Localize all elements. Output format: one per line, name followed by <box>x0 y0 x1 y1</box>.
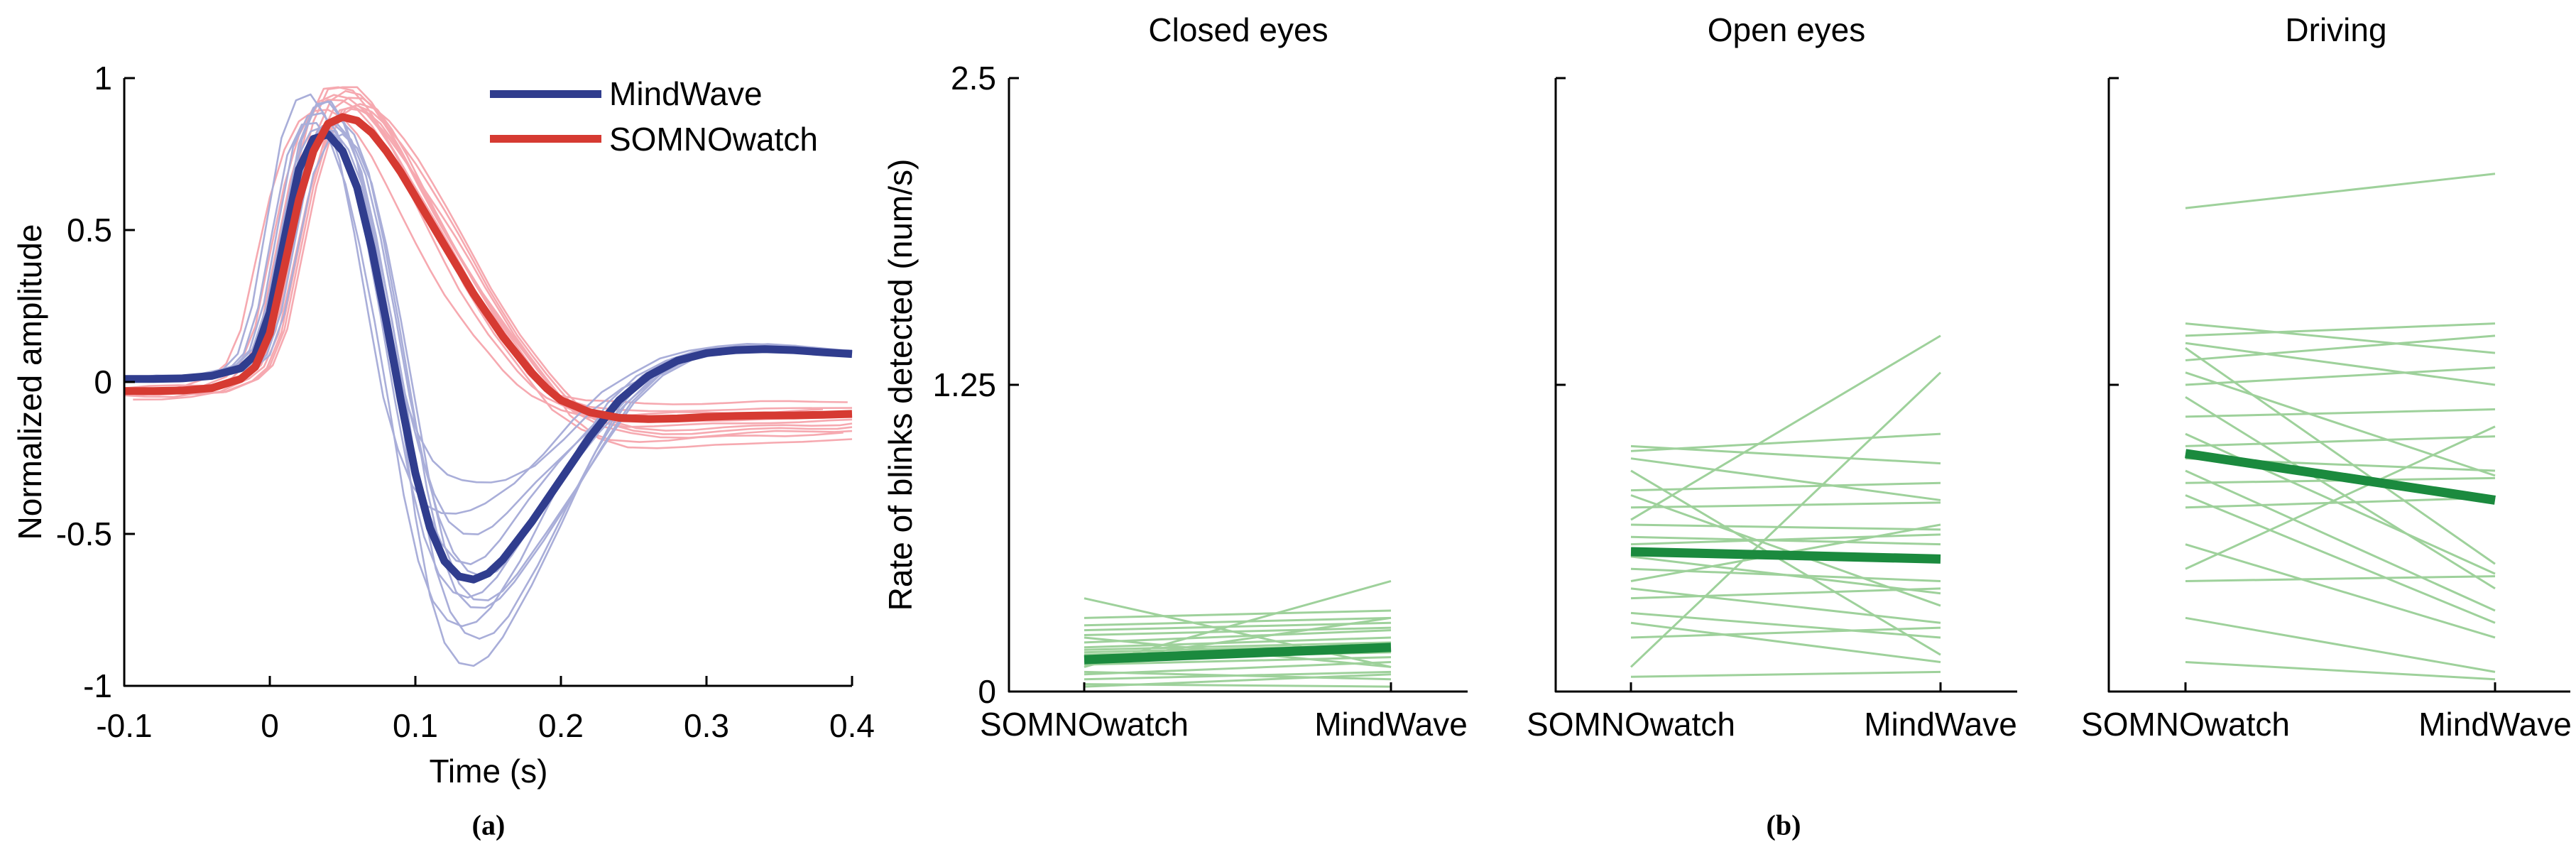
subject-pair-line <box>2185 322 2496 354</box>
subject-pair-line <box>1084 626 1392 637</box>
subject-pair-line <box>2185 346 2496 565</box>
mindwave-trace-line <box>124 93 835 515</box>
mindwave-trace-line <box>124 111 846 599</box>
panel-a-y-tick-label: 0 <box>94 364 112 400</box>
legend-label-somnowatch: SOMNOwatch <box>609 121 818 158</box>
subject-pair-line <box>2185 496 2496 509</box>
subject-pair-line <box>2185 173 2496 209</box>
subject-pair-line <box>1630 533 1941 546</box>
subject-pair-line <box>1630 670 1941 678</box>
subject-pair-line <box>1630 371 1942 668</box>
somnowatch-trace-line <box>133 108 853 449</box>
mean-pair-line <box>1630 547 1941 564</box>
subject-pair-line <box>2185 494 2496 624</box>
subject-pair-line <box>2185 661 2496 681</box>
subplot-title-open-eyes: Open eyes <box>1707 11 1866 48</box>
panel-b-x-tick-label: SOMNOwatch <box>980 706 1189 743</box>
subject-pair-line <box>1630 501 1941 509</box>
subject-pair-line <box>2185 543 2496 639</box>
mean-pair-line <box>2185 449 2496 505</box>
panel-b-x-tick-label: MindWave <box>1864 706 2017 743</box>
subject-pair-line <box>1630 587 1941 600</box>
subject-pair-line <box>1630 587 1941 624</box>
subject-pair-line <box>1630 626 1941 639</box>
subject-pair-line <box>2185 469 2496 612</box>
subject-pair-line <box>1084 621 1392 632</box>
mindwave-mean-line <box>124 130 853 584</box>
subject-pair-line <box>2185 334 2496 361</box>
subject-pair-line <box>1084 661 1392 676</box>
subject-pair-line <box>1630 523 1941 531</box>
panel-a-x-tick-label: -0.1 <box>96 707 153 744</box>
panel-b-y-tick-label: 2.5 <box>951 60 996 97</box>
subject-pair-line <box>2185 575 2496 582</box>
subject-pair-line <box>1084 609 1392 619</box>
subject-pair-line <box>1630 567 1941 582</box>
subject-pair-line <box>2185 425 2496 570</box>
subject-pair-line <box>1630 457 1941 501</box>
mindwave-trace-line <box>130 129 853 640</box>
panel-a-x-tick-label: 0.4 <box>829 707 875 744</box>
subject-pair-line <box>1084 629 1392 644</box>
subject-pair-line <box>2185 342 2496 386</box>
somnowatch-mean-line <box>124 113 853 423</box>
subject-pair-line <box>1630 481 1941 492</box>
panel-a-caption: (a) <box>471 809 506 841</box>
subject-pair-line <box>1630 432 1941 452</box>
subject-pair-line <box>1084 616 1392 627</box>
somnowatch-trace-line <box>123 109 824 419</box>
subject-pair-line <box>2185 435 2496 447</box>
subject-pair-line <box>1084 656 1392 666</box>
panel-a-y-tick-label: -0.5 <box>55 515 112 552</box>
subject-pair-line <box>2185 408 2496 418</box>
subject-pair-line <box>2185 366 2496 386</box>
panel-b-x-tick-label: MindWave <box>1314 706 1468 743</box>
panel-a-x-tick-label: 0.1 <box>393 707 438 744</box>
panel-a-y-tick-label: 1 <box>94 60 112 97</box>
panel-a-y-tick-label: 0.5 <box>67 212 112 248</box>
panel-b-axis <box>2107 78 2570 693</box>
subject-pair-line <box>1630 535 1941 546</box>
panel-a-x-tick-label: 0 <box>261 707 279 744</box>
panel-b-x-tick-label: SOMNOwatch <box>1527 706 1735 743</box>
subject-pair-line <box>1084 636 1392 649</box>
subject-pair-line <box>2185 616 2496 673</box>
subject-pair-line <box>1084 580 1392 668</box>
panel-b-axis <box>1008 78 1468 693</box>
subject-pair-line <box>2185 396 2496 590</box>
subject-pair-line <box>1084 670 1392 681</box>
panel-b-y-tick-label: 0 <box>978 673 996 710</box>
subject-pair-line <box>1084 641 1392 651</box>
panel-a-y-axis-label: Normalized amplitude <box>11 224 48 540</box>
subject-pair-line <box>1630 334 1941 521</box>
panel-b-x-tick-label: SOMNOwatch <box>2081 706 2290 743</box>
somnowatch-trace-line <box>141 103 853 432</box>
subject-pair-line <box>2185 322 2496 337</box>
panel-b-axis <box>1554 78 2017 693</box>
subject-pair-line <box>1084 673 1392 688</box>
panel-a-y-tick-label: -1 <box>83 667 112 704</box>
somnowatch-trace-line <box>138 104 853 435</box>
subject-pair-line <box>1630 469 1941 656</box>
panel-a-x-axis-label: Time (s) <box>429 753 548 790</box>
mean-pair-line <box>1084 643 1392 665</box>
legend-swatch-mindwave <box>490 90 601 98</box>
subplot-title-closed-eyes: Closed eyes <box>1148 11 1328 48</box>
subject-pair-line <box>1630 621 1941 664</box>
panel-b-y-tick-label: 1.25 <box>932 366 996 403</box>
subject-pair-line <box>1084 597 1392 668</box>
subject-pair-line <box>2185 371 2496 477</box>
subplot-title-driving: Driving <box>2285 11 2387 48</box>
panel-b-caption: (b) <box>1766 809 1801 841</box>
panel-a-x-tick-label: 0.3 <box>684 707 729 744</box>
panel-b-x-tick-label: MindWave <box>2418 706 2572 743</box>
legend-label-mindwave: MindWave <box>609 75 763 112</box>
legend-swatch-somnowatch <box>490 135 601 143</box>
panel-b-y-axis-label: Rate of blinks detected (num/s) <box>882 158 919 611</box>
somnowatch-trace-line <box>136 106 853 439</box>
panel-a-x-tick-label: 0.2 <box>538 707 584 744</box>
